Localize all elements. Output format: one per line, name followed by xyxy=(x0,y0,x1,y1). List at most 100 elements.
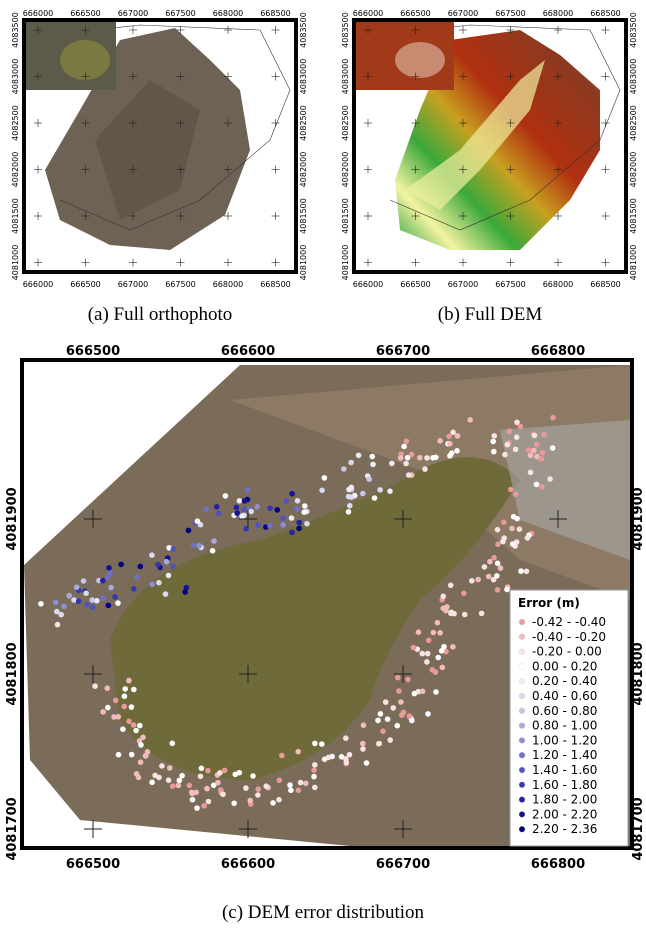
error-point xyxy=(138,742,144,748)
error-point xyxy=(179,773,185,779)
error-point xyxy=(194,805,200,811)
error-point xyxy=(539,456,545,462)
error-point xyxy=(133,728,139,734)
error-point xyxy=(450,644,456,650)
legend-swatch xyxy=(519,663,525,669)
error-point xyxy=(366,476,372,482)
error-point xyxy=(425,711,431,717)
error-point xyxy=(377,741,383,747)
error-point xyxy=(326,755,332,761)
error-point xyxy=(239,513,245,519)
error-point xyxy=(420,689,426,695)
panel-a xyxy=(24,20,296,272)
x-tick-label: 668500 xyxy=(590,280,621,289)
error-point xyxy=(295,749,301,755)
error-point xyxy=(370,454,376,460)
panel-b xyxy=(354,20,626,272)
error-point xyxy=(311,767,317,773)
error-point xyxy=(295,498,301,504)
error-point xyxy=(196,543,202,549)
error-point xyxy=(395,723,401,729)
error-point xyxy=(383,699,389,705)
y-tick-label: 4083500 xyxy=(11,12,20,48)
error-point xyxy=(71,597,77,603)
error-point xyxy=(247,798,253,804)
error-point xyxy=(254,504,260,510)
error-point xyxy=(301,509,307,515)
error-point xyxy=(242,498,248,504)
error-point xyxy=(170,741,176,747)
error-point xyxy=(270,800,276,806)
y-tick-label: 4081800 xyxy=(631,642,646,705)
y-tick-label: 4081900 xyxy=(5,487,20,550)
x-tick-label: 666600 xyxy=(221,344,275,359)
x-tick-label: 667000 xyxy=(448,280,479,289)
error-point xyxy=(524,569,530,575)
error-point xyxy=(237,770,243,776)
error-point xyxy=(526,447,532,453)
legend-swatch xyxy=(519,752,525,758)
error-point xyxy=(120,726,126,732)
error-point xyxy=(149,582,155,588)
error-point xyxy=(356,453,362,459)
error-point xyxy=(395,675,401,681)
error-point xyxy=(508,487,514,493)
error-point xyxy=(360,491,366,497)
figure: 6660006660006665006665006670006670006675… xyxy=(0,0,646,939)
error-point xyxy=(518,568,524,574)
error-point xyxy=(539,484,545,490)
x-tick-label: 666600 xyxy=(221,857,275,872)
error-point xyxy=(275,507,281,513)
error-point xyxy=(138,759,144,765)
error-point xyxy=(312,785,318,791)
legend-label: -0.40 - -0.20 xyxy=(532,630,606,644)
x-tick-label: 666000 xyxy=(23,280,54,289)
error-point xyxy=(170,783,176,789)
legend-swatch xyxy=(519,693,525,699)
error-point xyxy=(409,452,415,458)
error-point xyxy=(550,415,556,421)
error-point xyxy=(514,434,520,440)
y-tick-label: 4082000 xyxy=(341,152,350,188)
error-point xyxy=(482,564,488,570)
error-point xyxy=(216,511,222,517)
legend-swatch xyxy=(519,678,525,684)
error-point xyxy=(241,507,247,513)
error-point xyxy=(203,507,209,513)
error-point xyxy=(435,655,441,661)
error-point xyxy=(346,509,352,515)
error-point xyxy=(186,528,192,534)
error-point xyxy=(303,781,309,787)
y-tick-label: 4083000 xyxy=(341,59,350,95)
x-tick-label: 666500 xyxy=(66,344,120,359)
error-point xyxy=(106,603,112,609)
legend-label: 0.20 - 0.40 xyxy=(532,674,597,688)
error-point xyxy=(243,785,249,791)
legend-label: 1.40 - 1.60 xyxy=(532,763,597,777)
y-tick-label: 4081700 xyxy=(5,797,20,860)
error-point xyxy=(92,683,98,689)
error-point xyxy=(424,659,430,665)
error-point xyxy=(312,762,318,768)
x-tick-label: 666800 xyxy=(531,857,585,872)
error-point xyxy=(100,595,106,601)
error-point xyxy=(156,580,162,586)
error-point xyxy=(204,786,210,792)
legend-label: 1.60 - 1.80 xyxy=(532,778,597,792)
error-point xyxy=(540,450,546,456)
x-tick-label: 666500 xyxy=(66,857,120,872)
error-point xyxy=(222,768,228,774)
error-point xyxy=(387,488,393,494)
error-point xyxy=(450,430,456,436)
error-point xyxy=(100,578,106,584)
error-point xyxy=(296,520,302,526)
error-point xyxy=(111,714,117,720)
legend-swatch xyxy=(519,797,525,803)
x-tick-label: 667500 xyxy=(165,280,196,289)
error-point xyxy=(267,523,273,529)
error-point xyxy=(454,448,460,454)
error-point xyxy=(550,445,556,451)
error-point xyxy=(217,770,223,776)
x-tick-label: 666700 xyxy=(376,344,430,359)
error-point xyxy=(100,709,106,715)
